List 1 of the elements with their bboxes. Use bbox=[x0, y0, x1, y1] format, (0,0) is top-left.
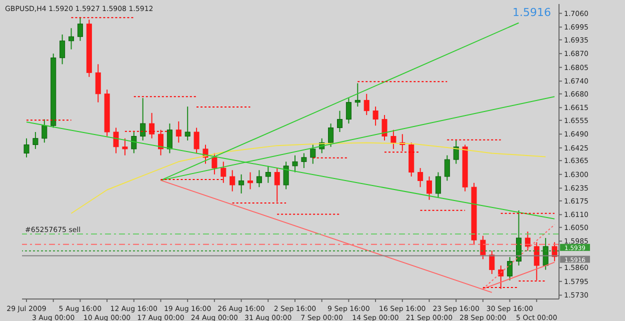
annotation: 1.5916 bbox=[512, 6, 551, 19]
